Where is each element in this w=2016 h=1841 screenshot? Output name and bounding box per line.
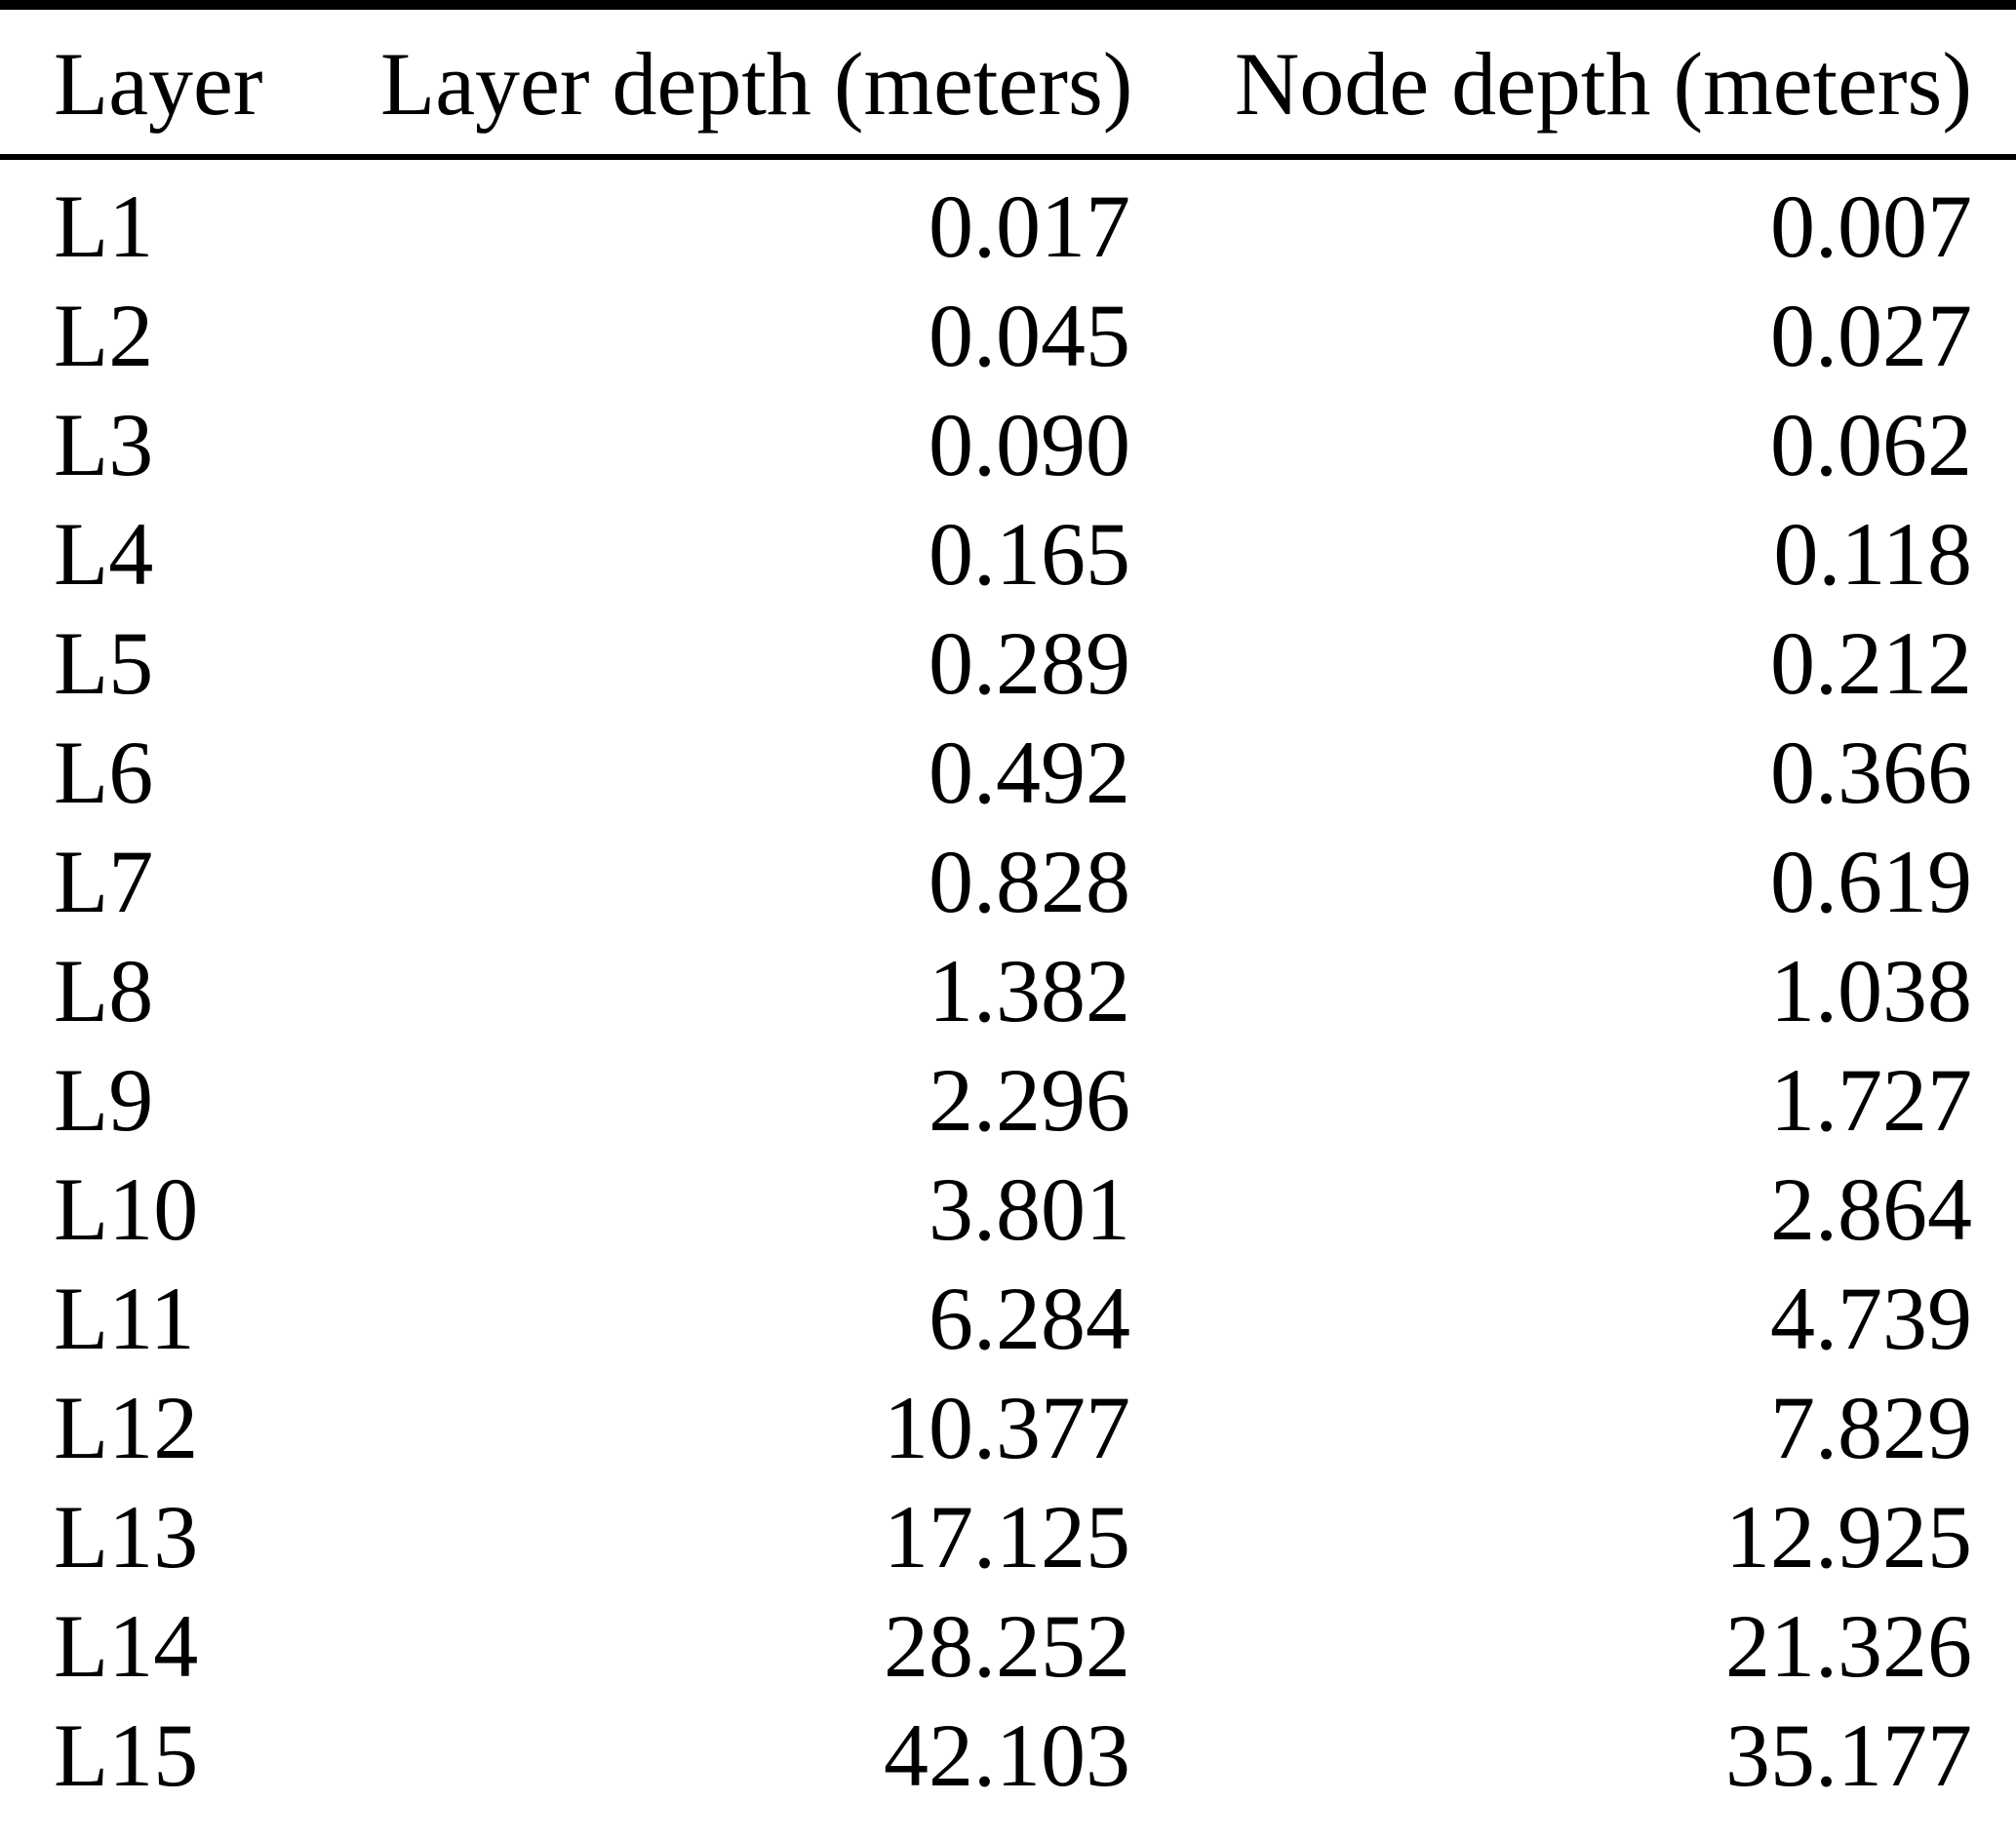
cell-layer: L13 — [54, 1487, 199, 1586]
cell-layer: L4 — [54, 504, 154, 604]
cell-layer-depth: 6.284 — [929, 1269, 1130, 1368]
cell-layer: L8 — [54, 941, 154, 1040]
cell-layer: L12 — [54, 1378, 199, 1477]
cell-layer: L5 — [54, 613, 154, 713]
table-row: L10 3.801 2.864 — [0, 1155, 2016, 1264]
cell-layer-depth: 0.165 — [929, 504, 1130, 604]
cell-layer-depth: 0.090 — [929, 395, 1130, 494]
cell-node-depth: 2.864 — [1770, 1159, 1972, 1259]
cell-layer-depth: 17.125 — [884, 1487, 1130, 1586]
cell-layer-depth: 2.296 — [929, 1050, 1130, 1150]
cell-layer: L10 — [54, 1159, 199, 1259]
cell-layer-depth: 0.289 — [929, 613, 1130, 713]
table-row: L15 42.103 35.177 — [0, 1701, 2016, 1841]
cell-layer: L9 — [54, 1050, 154, 1150]
table-row: L4 0.165 0.118 — [0, 499, 2016, 608]
cell-node-depth: 0.212 — [1770, 613, 1972, 713]
cell-layer: L1 — [54, 176, 154, 276]
table-row: L5 0.289 0.212 — [0, 608, 2016, 718]
cell-layer: L2 — [54, 286, 154, 385]
header-layer: Layer — [0, 5, 380, 160]
cell-layer: L7 — [54, 832, 154, 931]
cell-layer-depth: 10.377 — [884, 1378, 1130, 1477]
cell-layer: L15 — [54, 1705, 199, 1805]
cell-node-depth: 0.118 — [1773, 504, 1972, 604]
cell-layer: L11 — [54, 1269, 195, 1368]
cell-node-depth: 7.829 — [1770, 1378, 1972, 1477]
table-row: L8 1.382 1.038 — [0, 936, 2016, 1045]
table-row: L13 17.125 12.925 — [0, 1482, 2016, 1591]
cell-layer-depth: 0.828 — [929, 832, 1130, 931]
table-row: L9 2.296 1.727 — [0, 1045, 2016, 1155]
cell-node-depth: 35.177 — [1725, 1705, 1972, 1805]
cell-node-depth: 21.326 — [1725, 1596, 1972, 1696]
cell-node-depth: 12.925 — [1725, 1487, 1972, 1586]
table-body: L1 0.017 0.007 L2 0.045 0.027 L3 0.090 0.062 L4 0.… — [0, 157, 2016, 1841]
header-row: Layer Layer depth (meters) Node depth (m… — [0, 5, 2016, 160]
table-header: Layer Layer depth (meters) Node depth (m… — [0, 5, 2016, 160]
cell-node-depth: 1.038 — [1770, 941, 1972, 1040]
cell-layer-depth: 3.801 — [929, 1159, 1130, 1259]
cell-layer-depth: 0.045 — [929, 286, 1130, 385]
cell-layer-depth: 0.017 — [929, 176, 1130, 276]
table-row: L11 6.284 4.739 — [0, 1264, 2016, 1373]
cell-node-depth: 0.366 — [1770, 723, 1972, 822]
cell-node-depth: 4.739 — [1770, 1269, 1972, 1368]
header-node-depth: Node depth (meters) — [1131, 5, 2016, 160]
cell-node-depth: 0.062 — [1770, 395, 1972, 494]
table-row: L7 0.828 0.619 — [0, 827, 2016, 936]
header-layer-depth: Layer depth (meters) — [380, 5, 1132, 160]
cell-layer-depth: 42.103 — [884, 1705, 1130, 1805]
table-row: L12 10.377 7.829 — [0, 1373, 2016, 1482]
table-row: L3 0.090 0.062 — [0, 390, 2016, 499]
cell-layer-depth: 0.492 — [929, 723, 1130, 822]
cell-node-depth: 1.727 — [1770, 1050, 1972, 1150]
cell-layer: L14 — [54, 1596, 199, 1696]
cell-node-depth: 0.619 — [1770, 832, 1972, 931]
table-row: L14 28.252 21.326 — [0, 1591, 2016, 1701]
cell-node-depth: 0.007 — [1770, 176, 1972, 276]
cell-node-depth: 0.027 — [1770, 286, 1972, 385]
table-row: L1 0.017 0.007 — [0, 157, 2016, 281]
cell-layer: L6 — [54, 723, 154, 822]
cell-layer-depth: 1.382 — [929, 941, 1130, 1040]
cell-layer: L3 — [54, 395, 154, 494]
table-row: L2 0.045 0.027 — [0, 281, 2016, 390]
table-row: L6 0.492 0.366 — [0, 718, 2016, 827]
cell-layer-depth: 28.252 — [884, 1596, 1130, 1696]
